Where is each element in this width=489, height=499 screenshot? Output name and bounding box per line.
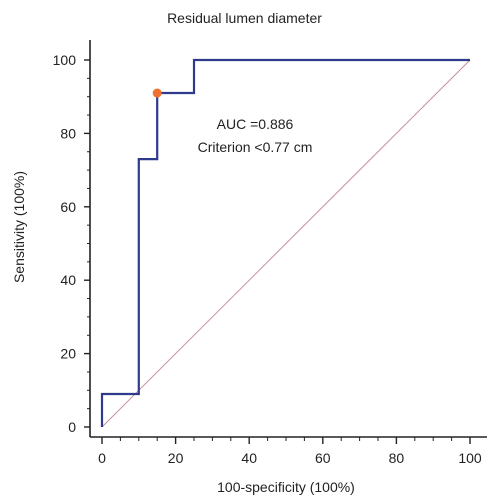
criterion-point	[152, 88, 162, 98]
criterion-annotation: Criterion <0.77 cm	[197, 139, 313, 155]
y-tick-label: 20	[60, 346, 76, 362]
y-tick-label: 100	[53, 52, 77, 68]
auc-annotation: AUC =0.886	[216, 116, 294, 132]
y-tick-label: 40	[60, 272, 76, 288]
y-axis-label: Sensitivity (100%)	[11, 170, 27, 284]
ticks: 0 20 40 60 80 100 0 20 40 60 80 100	[53, 52, 482, 466]
x-tick-label: 40	[241, 450, 257, 466]
reference-diagonal-line	[101, 59, 471, 428]
y-tick-label: 80	[60, 125, 76, 141]
roc-curve	[100, 58, 470, 427]
chart-title: Residual lumen diameter	[167, 10, 322, 26]
x-tick-label: 0	[98, 450, 106, 466]
y-tick-label: 0	[68, 419, 76, 435]
x-axis-label: 100-specificity (100%)	[217, 479, 355, 495]
x-tick-label: 100	[458, 450, 482, 466]
x-tick-label: 60	[315, 450, 331, 466]
x-tick-label: 20	[168, 450, 184, 466]
axes	[89, 40, 487, 438]
y-tick-label: 60	[60, 199, 76, 215]
x-tick-label: 80	[389, 450, 405, 466]
series	[100, 58, 471, 428]
